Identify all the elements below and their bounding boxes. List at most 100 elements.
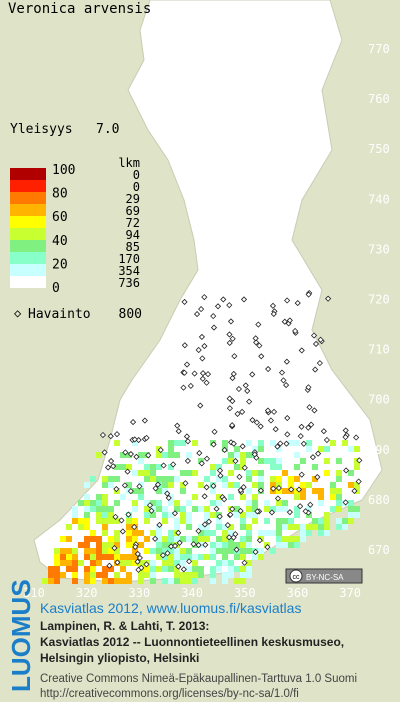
count-header: lkm <box>118 156 140 170</box>
cell <box>144 566 150 572</box>
cell <box>210 512 216 518</box>
cell <box>246 530 252 536</box>
cell <box>270 464 276 470</box>
observation-point <box>201 294 208 301</box>
cell <box>102 476 108 482</box>
cell <box>174 554 180 560</box>
observation-point <box>152 485 159 492</box>
cell <box>126 464 132 470</box>
cell <box>348 446 354 452</box>
cell <box>162 482 168 488</box>
cell <box>210 464 216 470</box>
observation-point <box>312 366 319 373</box>
cell <box>204 512 210 518</box>
cell <box>222 542 228 548</box>
cell <box>324 470 330 476</box>
observation-point <box>210 441 217 448</box>
cell <box>174 452 180 458</box>
cell <box>324 458 330 464</box>
observation-point <box>237 507 244 515</box>
legend-swatch <box>10 240 46 252</box>
observation-point <box>297 503 304 510</box>
cell <box>84 494 90 500</box>
cell <box>330 488 336 494</box>
cell <box>312 476 318 482</box>
cell <box>210 578 216 584</box>
observation-point <box>210 313 217 320</box>
cell <box>84 518 90 524</box>
cell <box>168 476 174 482</box>
observation-point <box>187 382 194 389</box>
cell <box>348 482 354 488</box>
cell <box>114 530 120 536</box>
cell <box>144 518 150 524</box>
cell <box>318 530 324 536</box>
cell <box>216 560 222 566</box>
cell <box>234 482 240 488</box>
cell <box>168 452 174 458</box>
legend-scale-label: 80 <box>52 187 68 202</box>
observation-point <box>226 405 233 412</box>
observation-point <box>141 417 148 424</box>
cell <box>126 572 132 578</box>
observation-point <box>101 449 108 456</box>
observation-point <box>343 467 350 474</box>
cell <box>114 542 120 548</box>
footer-link[interactable]: Kasviatlas 2012, www.luomus.fi/kasviatla… <box>40 600 301 616</box>
cell <box>102 554 108 560</box>
cell <box>72 548 78 554</box>
cell <box>192 440 198 446</box>
cell <box>276 524 282 530</box>
observation-symbol: ◇ <box>14 306 22 320</box>
cell <box>162 506 168 512</box>
observation-point <box>251 451 258 458</box>
cell <box>60 554 66 560</box>
cell <box>204 506 210 512</box>
cell <box>336 518 342 524</box>
species-title: Veronica arvensis <box>8 1 151 17</box>
cell <box>288 542 294 548</box>
cell <box>84 578 90 584</box>
cell <box>276 542 282 548</box>
cell <box>84 512 90 518</box>
cell <box>336 470 342 476</box>
cell <box>246 440 252 446</box>
cell <box>96 572 102 578</box>
cell <box>306 446 312 452</box>
cell <box>138 470 144 476</box>
cell <box>180 470 186 476</box>
cell <box>318 524 324 530</box>
legend-scale-label: 60 <box>52 210 68 225</box>
observation-point <box>99 431 107 439</box>
observation-point <box>286 317 293 324</box>
cell <box>126 560 132 566</box>
cell <box>180 578 186 584</box>
observation-point <box>171 542 179 549</box>
cell <box>108 512 114 518</box>
northing-label: 740 <box>368 192 390 206</box>
cell <box>84 482 90 488</box>
observation-point <box>229 335 236 342</box>
observation-label: Havainto <box>28 307 91 322</box>
observation-point <box>146 502 154 509</box>
cell <box>186 548 192 554</box>
observation-point <box>254 508 261 515</box>
observation-point <box>307 501 314 508</box>
cell <box>234 542 240 548</box>
cell <box>174 578 180 584</box>
cell <box>216 500 222 506</box>
cell <box>336 494 342 500</box>
observation-point <box>256 537 263 544</box>
cell <box>348 512 354 518</box>
cell <box>288 440 294 446</box>
cell <box>276 476 282 482</box>
cell <box>192 470 198 476</box>
observation-point <box>234 410 241 417</box>
cell <box>222 458 228 464</box>
observation-point <box>106 562 113 569</box>
cell <box>192 494 198 500</box>
cell <box>282 536 288 542</box>
observation-point <box>309 454 316 461</box>
cell <box>60 572 66 578</box>
easting-label: 340 <box>181 586 203 600</box>
